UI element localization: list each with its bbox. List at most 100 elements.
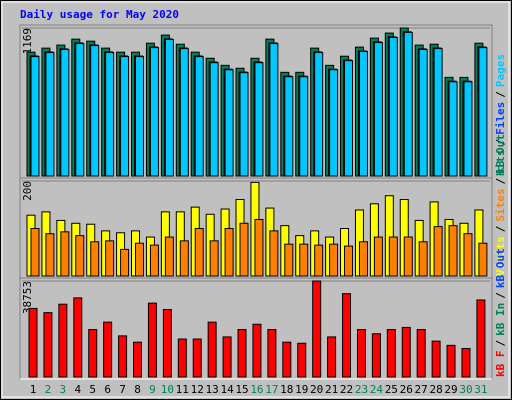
- bar: [344, 60, 354, 177]
- bar: [164, 236, 174, 277]
- bar: [431, 340, 441, 378]
- bar: [135, 56, 145, 177]
- x-tick-label: 4: [74, 383, 81, 396]
- bar: [28, 307, 38, 378]
- bar: [133, 341, 143, 378]
- x-tick-label: 15: [235, 383, 248, 396]
- bar: [433, 226, 443, 277]
- bar: [327, 336, 337, 378]
- bar: [43, 312, 53, 378]
- bar: [403, 236, 413, 277]
- bar: [463, 81, 473, 177]
- bar: [297, 342, 307, 378]
- bar: [45, 233, 55, 277]
- x-tick-label: 13: [206, 383, 219, 396]
- bar: [269, 43, 279, 177]
- bar: [222, 336, 232, 378]
- bar: [30, 228, 40, 277]
- bar: [312, 280, 322, 378]
- bar: [299, 76, 309, 177]
- bar: [356, 329, 366, 378]
- x-tick-label: 10: [161, 383, 174, 396]
- bar: [358, 241, 368, 277]
- bar: [179, 48, 189, 177]
- bar: [418, 49, 428, 177]
- bar: [179, 240, 189, 277]
- bar: [30, 56, 40, 177]
- legend-entry: Hits: [494, 150, 507, 177]
- bar: [105, 52, 115, 177]
- x-tick-label: 9: [149, 383, 156, 396]
- bar: [60, 49, 70, 177]
- bar: [476, 299, 486, 378]
- x-tick-label: 30: [459, 383, 472, 396]
- bar: [88, 329, 98, 378]
- bar: [254, 62, 264, 177]
- bar: [418, 241, 428, 277]
- bar: [209, 240, 219, 277]
- legend-entry: Pages: [494, 54, 507, 87]
- x-tick-label: 2: [45, 383, 52, 396]
- legend-separator: /: [494, 91, 507, 98]
- legend-entry: Visits: [494, 236, 507, 276]
- legend-entry: kB Out: [494, 248, 507, 288]
- x-tick-label: 7: [119, 383, 126, 396]
- bar: [358, 51, 368, 177]
- x-tick-label: 19: [295, 383, 308, 396]
- bar: [177, 338, 187, 378]
- bar: [120, 248, 130, 277]
- x-tick-label: 8: [134, 383, 141, 396]
- bar: [58, 303, 68, 378]
- bar: [237, 329, 247, 378]
- x-tick-label: 26: [400, 383, 413, 396]
- bar: [120, 56, 130, 177]
- bar: [239, 72, 249, 177]
- bar: [75, 43, 85, 177]
- bar: [433, 48, 443, 177]
- bar: [224, 228, 234, 277]
- bar: [103, 321, 113, 378]
- legend: Hits / Files / Pages: [494, 54, 507, 176]
- x-tick-label: 16: [250, 383, 263, 396]
- legend-separator: /: [494, 292, 507, 299]
- bar: [401, 326, 411, 378]
- legend-entry: Sites: [494, 189, 507, 222]
- bar: [239, 222, 249, 277]
- legend-entry: kB Out: [494, 134, 507, 174]
- bar: [373, 236, 383, 277]
- legend-separator: /: [494, 225, 507, 232]
- bar: [461, 348, 471, 378]
- x-tick-label: 23: [355, 383, 368, 396]
- y-tick-label: 1169: [21, 28, 34, 55]
- bar: [448, 81, 458, 177]
- legend-separator: /: [494, 139, 507, 146]
- bar: [329, 243, 339, 277]
- legend-entry: kB In: [494, 303, 507, 336]
- bar: [149, 47, 159, 177]
- x-tick-label: 29: [444, 383, 457, 396]
- bar: [73, 297, 83, 378]
- x-tick-label: 17: [265, 383, 278, 396]
- x-tick-label: 5: [89, 383, 96, 396]
- bar: [75, 235, 85, 277]
- x-tick-label: 25: [385, 383, 398, 396]
- bar: [149, 244, 159, 277]
- legend-separator: /: [494, 178, 507, 185]
- x-tick-label: 11: [176, 383, 189, 396]
- y-tick-label: 200: [21, 181, 34, 201]
- bar: [388, 236, 398, 277]
- bar: [209, 62, 219, 177]
- x-tick-label: 18: [280, 383, 293, 396]
- bar: [194, 228, 204, 277]
- x-tick-label: 12: [191, 383, 204, 396]
- x-tick-label: 27: [415, 383, 428, 396]
- bar: [194, 56, 204, 177]
- bar: [403, 31, 413, 177]
- bar: [314, 52, 324, 177]
- bar: [254, 218, 264, 277]
- legend: kB F / kB In / kB Out: [494, 248, 507, 377]
- bar: [344, 245, 354, 277]
- bar: [282, 341, 292, 378]
